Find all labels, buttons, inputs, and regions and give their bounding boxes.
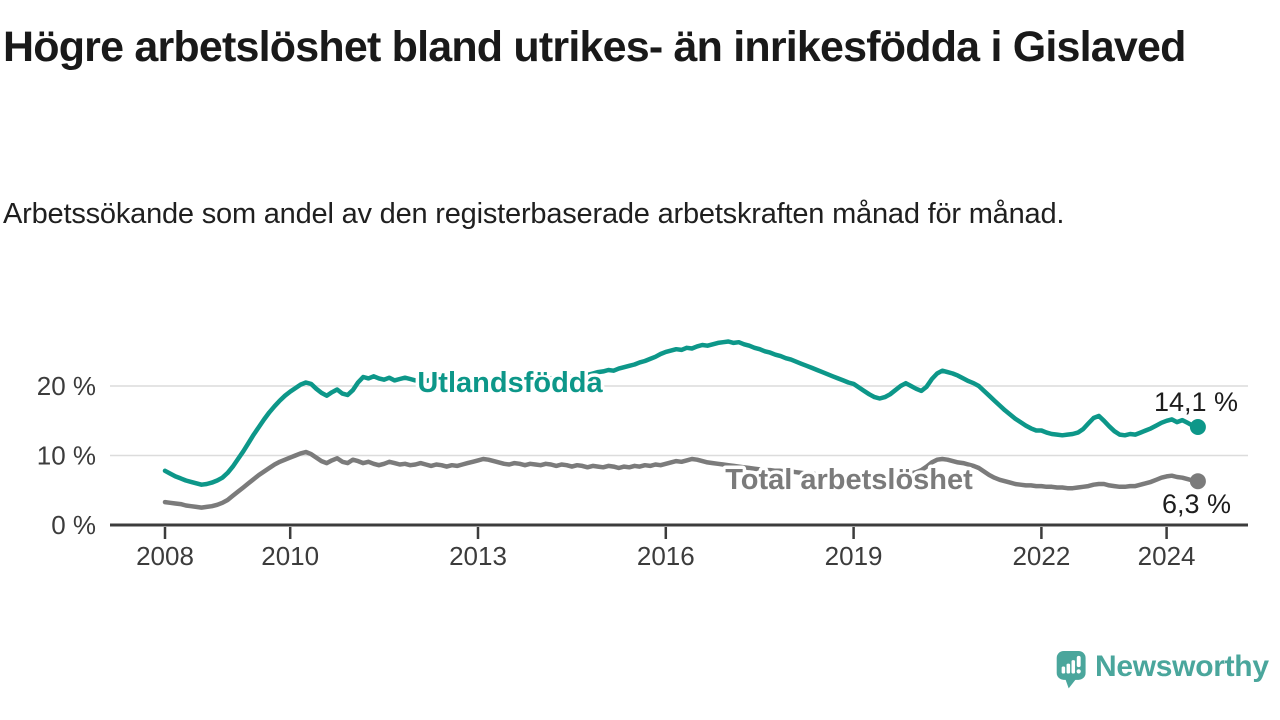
y-tick-label: 20 % <box>37 371 96 401</box>
x-tick-label: 2008 <box>136 541 194 571</box>
y-tick-label: 0 % <box>51 510 96 540</box>
page-title: Högre arbetslöshet bland utrikes- än inr… <box>3 23 1186 71</box>
y-axis: 0 % 10 % 20 % <box>37 371 96 540</box>
page-subtitle: Arbetssökande som andel av den registerb… <box>3 198 1065 230</box>
y-tick-label: 10 % <box>37 441 96 471</box>
newsworthy-speech-bubble-bar-chart-icon <box>1056 650 1086 689</box>
end-dot-total <box>1189 473 1206 490</box>
end-value-utlandsfodda: 14,1 % <box>1154 387 1238 417</box>
line-utlandsfodda <box>162 339 1201 487</box>
x-tick-label: 2019 <box>825 541 883 571</box>
line-total <box>162 449 1201 510</box>
x-tick-label: 2024 <box>1138 541 1196 571</box>
x-tick-label: 2013 <box>449 541 507 571</box>
end-dot-utlandsfodda <box>1189 419 1206 435</box>
series-label-utlandsfodda: Utlandsfödda <box>417 367 603 399</box>
x-tick-label: 2016 <box>637 541 695 571</box>
newsworthy-logo-text: Newsworthy <box>1095 650 1269 683</box>
x-axis: 2008 2010 2013 2016 2019 2022 2024 <box>110 523 1248 571</box>
series-label-total: Total arbetslöshet <box>725 464 973 496</box>
x-tick-label: 2010 <box>261 541 319 571</box>
end-value-total: 6,3 % <box>1162 489 1231 519</box>
x-tick-label: 2022 <box>1012 541 1070 571</box>
newsworthy-logo: Newsworthy <box>1056 650 1269 690</box>
gridlines <box>110 385 1248 457</box>
